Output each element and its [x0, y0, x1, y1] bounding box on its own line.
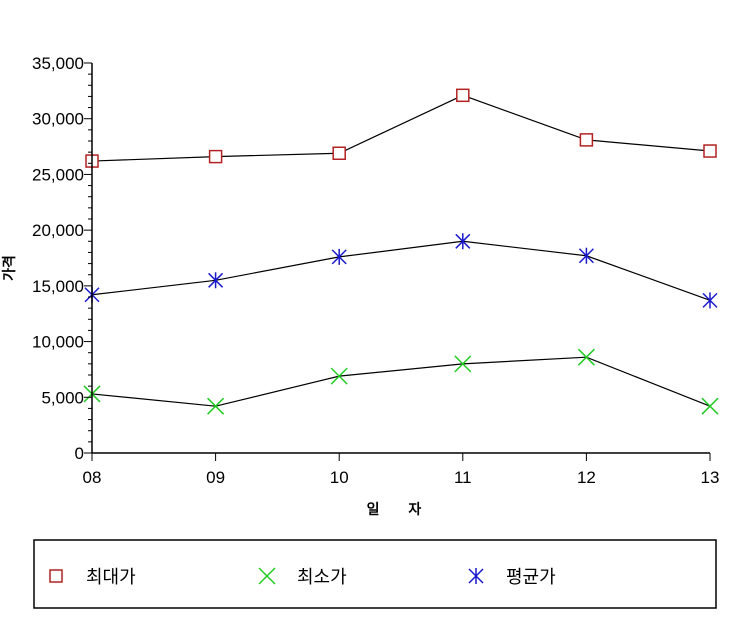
plot-area	[83, 88, 719, 415]
legend-label: 평균가	[506, 567, 556, 588]
y-tick-label: 0	[75, 444, 84, 463]
x-tick-label: 12	[577, 468, 596, 487]
legend-label: 최대가	[86, 567, 136, 588]
y-tick-label: 35,000	[32, 54, 84, 73]
y-tick-label: 20,000	[32, 221, 84, 240]
x-tick-label: 11	[454, 468, 472, 487]
y-tick-label: 15,000	[32, 277, 84, 296]
data-point	[578, 247, 594, 264]
data-point	[456, 88, 470, 103]
legend-entry: 최대가	[49, 567, 136, 588]
data-point	[454, 355, 472, 373]
y-tick-label: 25,000	[32, 165, 84, 184]
data-point	[455, 233, 471, 250]
x-axis: 08 09 10 11 12 13	[83, 452, 720, 487]
x-axis-title: 일 자	[367, 502, 434, 518]
legend-marker	[468, 568, 484, 584]
x-tick-label: 13	[701, 468, 720, 487]
legend-label: 최소가	[297, 567, 347, 588]
legend-entry: 평균가	[468, 567, 556, 588]
legend-marker	[258, 567, 276, 585]
y-axis-title: 가격	[1, 255, 18, 281]
y-tick-label: 30,000	[32, 110, 84, 129]
x-tick-label: 09	[206, 468, 225, 487]
series-2	[84, 233, 718, 309]
data-point	[330, 367, 348, 385]
legend-entry: 최소가	[258, 567, 347, 588]
data-point	[207, 397, 225, 415]
legend-marker	[49, 569, 63, 583]
legend-box	[33, 539, 717, 609]
y-tick-label: 5,000	[41, 388, 84, 407]
x-tick-label: 10	[330, 468, 349, 487]
series-0	[85, 88, 717, 168]
data-point	[701, 397, 719, 415]
series-line	[91, 356, 711, 407]
data-point	[208, 149, 223, 164]
data-point	[702, 292, 718, 309]
data-point	[703, 144, 717, 158]
data-point	[579, 133, 594, 147]
data-point	[331, 248, 347, 265]
legend: 최대가 최소가 평균가	[33, 539, 717, 609]
data-point	[208, 272, 224, 289]
x-tick-label: 08	[83, 468, 102, 487]
series-1	[83, 348, 719, 415]
series-line	[91, 240, 711, 301]
data-point	[577, 348, 595, 366]
series-line	[91, 94, 711, 162]
y-tick-label: 10,000	[32, 333, 84, 352]
y-axis: 0 5,000 10,000 15,000 20,000 25,000 30,000 35,0…	[32, 54, 93, 463]
data-point	[332, 146, 346, 161]
